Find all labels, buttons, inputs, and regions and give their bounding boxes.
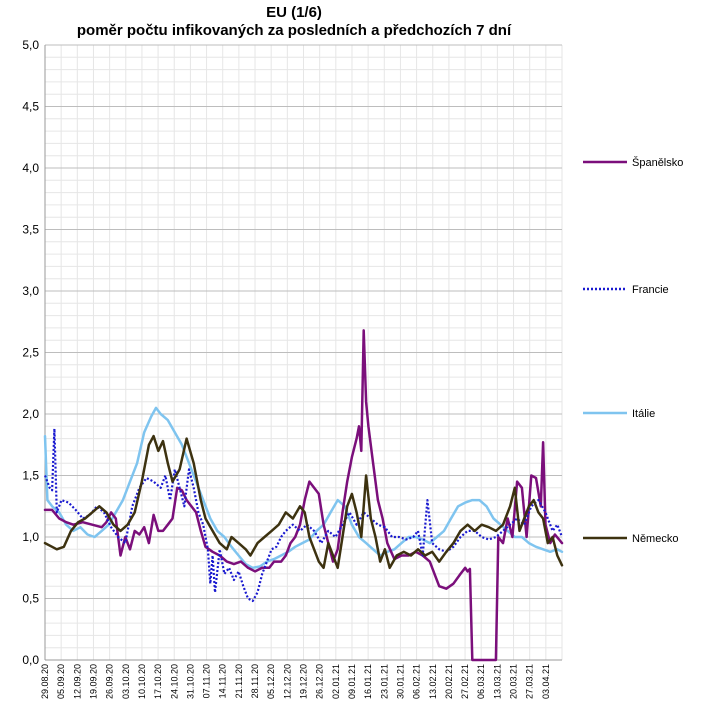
x-tick-label: 19.12.20 (299, 664, 309, 699)
x-tick-label: 20.03.21 (509, 664, 519, 699)
x-axis: 29.08.20 05.09.20 12.09.20 19.09.20 26.09.20… (40, 664, 551, 699)
grid (44, 44, 563, 661)
y-tick-label: 5,0 (22, 38, 39, 52)
chart-title: EU (1/6) (266, 4, 322, 21)
x-tick-label: 29.08.20 (40, 664, 50, 699)
x-tick-label: 13.02.21 (428, 664, 438, 699)
y-tick-label: 2,5 (22, 346, 39, 360)
x-tick-label: 31.10.20 (185, 664, 195, 699)
legend-label-2: Francie (632, 284, 669, 296)
y-axis: 0,0 0,5 1,0 1,5 2,0 2,5 3,0 3,5 4,0 4,5 5,0 (22, 38, 39, 667)
x-tick-label: 28.11.20 (250, 664, 260, 698)
legend-label-3: Itálie (632, 408, 655, 420)
x-tick-label: 19.09.20 (88, 664, 98, 699)
x-tick-label: 12.09.20 (72, 664, 82, 699)
x-tick-label: 26.12.20 (315, 664, 325, 699)
series-line-2 (43, 427, 564, 603)
y-tick-label: 1,0 (22, 530, 39, 544)
y-tick-label: 4,0 (22, 161, 39, 175)
y-tick-label: 4,5 (22, 100, 39, 114)
x-tick-label: 30.01.21 (395, 664, 405, 699)
x-tick-label: 27.03.21 (525, 664, 535, 699)
x-tick-label: 23.01.21 (379, 664, 389, 699)
x-tick-label: 05.09.20 (56, 664, 66, 699)
y-tick-label: 0,5 (22, 592, 39, 606)
x-tick-label: 02.01.21 (331, 664, 341, 699)
x-tick-label: 03.10.20 (121, 664, 131, 699)
x-tick-label: 16.01.21 (363, 664, 373, 699)
series-line-1 (43, 329, 564, 662)
x-tick-label: 17.10.20 (153, 664, 163, 699)
x-tick-label: 12.12.20 (282, 664, 292, 699)
legend: Španělsko Francie Itálie Německo (583, 156, 683, 545)
series-line-4 (43, 434, 564, 570)
x-tick-label: 21.11.20 (234, 664, 244, 698)
x-tick-label: 06.02.21 (412, 664, 422, 699)
x-tick-label: 03.04.21 (541, 664, 551, 699)
x-tick-label: 27.02.21 (460, 664, 470, 699)
chart-subtitle: poměr počtu infikovaných za posledních a… (77, 22, 512, 39)
series-line-3 (43, 406, 564, 570)
y-tick-label: 0,0 (22, 653, 39, 667)
x-tick-label: 20.02.21 (444, 664, 454, 699)
legend-label-4: Německo (632, 533, 678, 545)
y-tick-label: 2,0 (22, 407, 39, 421)
x-tick-label: 06.03.21 (476, 664, 486, 699)
x-tick-label: 24.10.20 (169, 664, 179, 699)
x-tick-label: 13.03.21 (492, 664, 502, 699)
x-tick-label: 09.01.21 (347, 664, 357, 699)
y-tick-label: 3,0 (22, 284, 39, 298)
x-tick-label: 10.10.20 (137, 664, 147, 699)
y-tick-label: 1,5 (22, 469, 39, 483)
x-tick-label: 26.09.20 (105, 664, 115, 699)
x-tick-label: 07.11.20 (202, 664, 212, 698)
legend-label-1: Španělsko (632, 156, 683, 169)
plot-area (43, 329, 564, 662)
y-tick-label: 3,5 (22, 223, 39, 237)
x-tick-label: 14.11.20 (218, 664, 228, 698)
x-tick-label: 05.12.20 (266, 664, 276, 699)
